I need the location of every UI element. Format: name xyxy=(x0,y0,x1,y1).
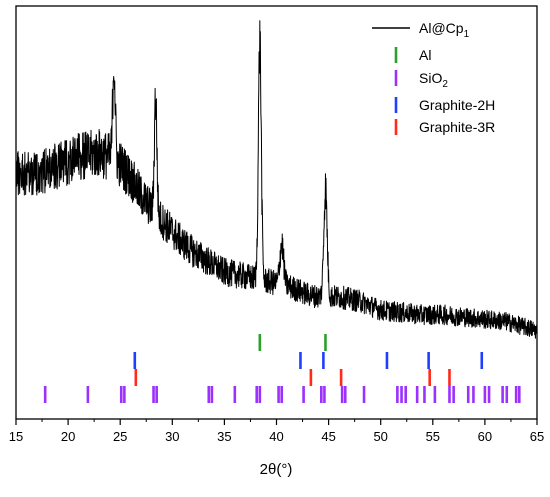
x-tick-label: 60 xyxy=(478,429,492,444)
legend-label: Al@Cp1 xyxy=(419,20,470,40)
x-tick-label: 45 xyxy=(321,429,335,444)
series-line-al-cp1 xyxy=(15,20,538,339)
x-tick-label: 20 xyxy=(61,429,75,444)
diffraction-pattern xyxy=(15,20,538,339)
x-tick-label: 50 xyxy=(373,429,387,444)
x-tick-label: 30 xyxy=(165,429,179,444)
plot-area xyxy=(16,6,537,419)
x-tick-label: 35 xyxy=(217,429,231,444)
x-axis: 15 20 25 30 35 40 45 50 55 60 65 xyxy=(9,419,544,444)
legend-label: Al xyxy=(419,47,431,63)
legend-label: SiO2 xyxy=(419,70,448,90)
x-axis-label: 2θ(°) xyxy=(260,461,293,478)
legend-label: Graphite-2H xyxy=(419,97,495,113)
legend: Al@Cp1 Al SiO2 Graphite-2H Graphite-3R xyxy=(372,20,495,135)
x-tick-label: 65 xyxy=(530,429,544,444)
legend-label: Graphite-3R xyxy=(419,119,495,135)
x-tick-label: 25 xyxy=(113,429,127,444)
reference-markers xyxy=(43,334,521,403)
x-tick-label: 40 xyxy=(269,429,283,444)
x-tick-label: 55 xyxy=(426,429,440,444)
x-tick-label: 15 xyxy=(9,429,23,444)
